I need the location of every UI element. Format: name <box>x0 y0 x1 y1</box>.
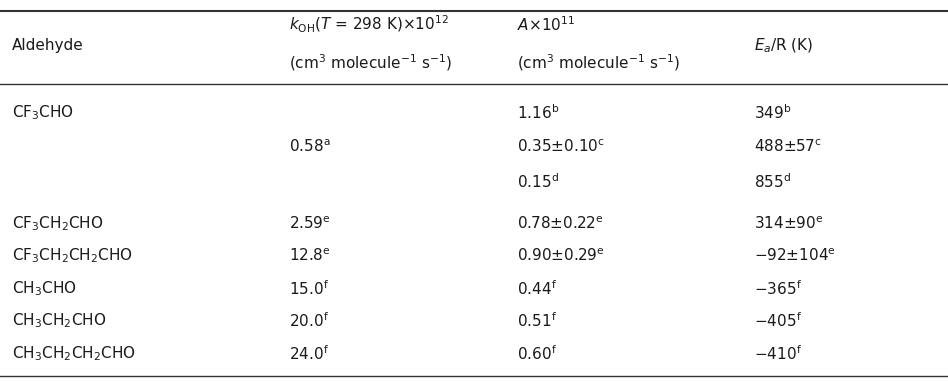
Text: CH$_3$CH$_2$CH$_2$CHO: CH$_3$CH$_2$CH$_2$CHO <box>12 344 137 363</box>
Text: 0.15$^\mathrm{d}$: 0.15$^\mathrm{d}$ <box>517 172 558 191</box>
Text: −365$^\mathrm{f}$: −365$^\mathrm{f}$ <box>754 279 802 298</box>
Text: CF$_3$CH$_2$CH$_2$CHO: CF$_3$CH$_2$CH$_2$CHO <box>12 247 134 265</box>
Text: 15.0$^\mathrm{f}$: 15.0$^\mathrm{f}$ <box>289 279 329 298</box>
Text: 0.44$^\mathrm{f}$: 0.44$^\mathrm{f}$ <box>517 279 556 298</box>
Text: $A$$\times$10$^{11}$: $A$$\times$10$^{11}$ <box>517 16 574 34</box>
Text: 488±57$^\mathrm{c}$: 488±57$^\mathrm{c}$ <box>754 139 821 155</box>
Text: 0.60$^\mathrm{f}$: 0.60$^\mathrm{f}$ <box>517 344 556 363</box>
Text: 2.59$^\mathrm{e}$: 2.59$^\mathrm{e}$ <box>289 215 330 232</box>
Text: 0.78±0.22$^\mathrm{e}$: 0.78±0.22$^\mathrm{e}$ <box>517 215 604 232</box>
Text: 855$^\mathrm{d}$: 855$^\mathrm{d}$ <box>754 172 791 191</box>
Text: Aldehyde: Aldehyde <box>12 38 84 53</box>
Text: CF$_3$CH$_2$CHO: CF$_3$CH$_2$CHO <box>12 214 104 233</box>
Text: 1.16$^\mathrm{b}$: 1.16$^\mathrm{b}$ <box>517 104 559 122</box>
Text: 314±90$^\mathrm{e}$: 314±90$^\mathrm{e}$ <box>754 215 823 232</box>
Text: 0.51$^\mathrm{f}$: 0.51$^\mathrm{f}$ <box>517 312 556 330</box>
Text: 24.0$^\mathrm{f}$: 24.0$^\mathrm{f}$ <box>289 344 329 363</box>
Text: (cm$^3$ molecule$^{-1}$ s$^{-1}$): (cm$^3$ molecule$^{-1}$ s$^{-1}$) <box>289 53 452 73</box>
Text: −410$^\mathrm{f}$: −410$^\mathrm{f}$ <box>754 344 802 363</box>
Text: (cm$^3$ molecule$^{-1}$ s$^{-1}$): (cm$^3$ molecule$^{-1}$ s$^{-1}$) <box>517 53 680 73</box>
Text: 0.90±0.29$^\mathrm{e}$: 0.90±0.29$^\mathrm{e}$ <box>517 248 605 264</box>
Text: 0.35±0.10$^\mathrm{c}$: 0.35±0.10$^\mathrm{c}$ <box>517 139 605 155</box>
Text: $k_\mathrm{OH}$($T$ = 298 K)$\times$10$^{12}$: $k_\mathrm{OH}$($T$ = 298 K)$\times$10$^… <box>289 14 449 36</box>
Text: $E_a$/R (K): $E_a$/R (K) <box>754 37 813 55</box>
Text: 20.0$^\mathrm{f}$: 20.0$^\mathrm{f}$ <box>289 312 329 330</box>
Text: −405$^\mathrm{f}$: −405$^\mathrm{f}$ <box>754 312 802 330</box>
Text: CH$_3$CHO: CH$_3$CHO <box>12 279 77 298</box>
Text: CF$_3$CHO: CF$_3$CHO <box>12 104 74 122</box>
Text: 0.58$^\mathrm{a}$: 0.58$^\mathrm{a}$ <box>289 139 331 155</box>
Text: CH$_3$CH$_2$CHO: CH$_3$CH$_2$CHO <box>12 312 106 330</box>
Text: 12.8$^\mathrm{e}$: 12.8$^\mathrm{e}$ <box>289 248 331 264</box>
Text: −92±104$^\mathrm{e}$: −92±104$^\mathrm{e}$ <box>754 248 835 264</box>
Text: 349$^\mathrm{b}$: 349$^\mathrm{b}$ <box>754 104 792 122</box>
